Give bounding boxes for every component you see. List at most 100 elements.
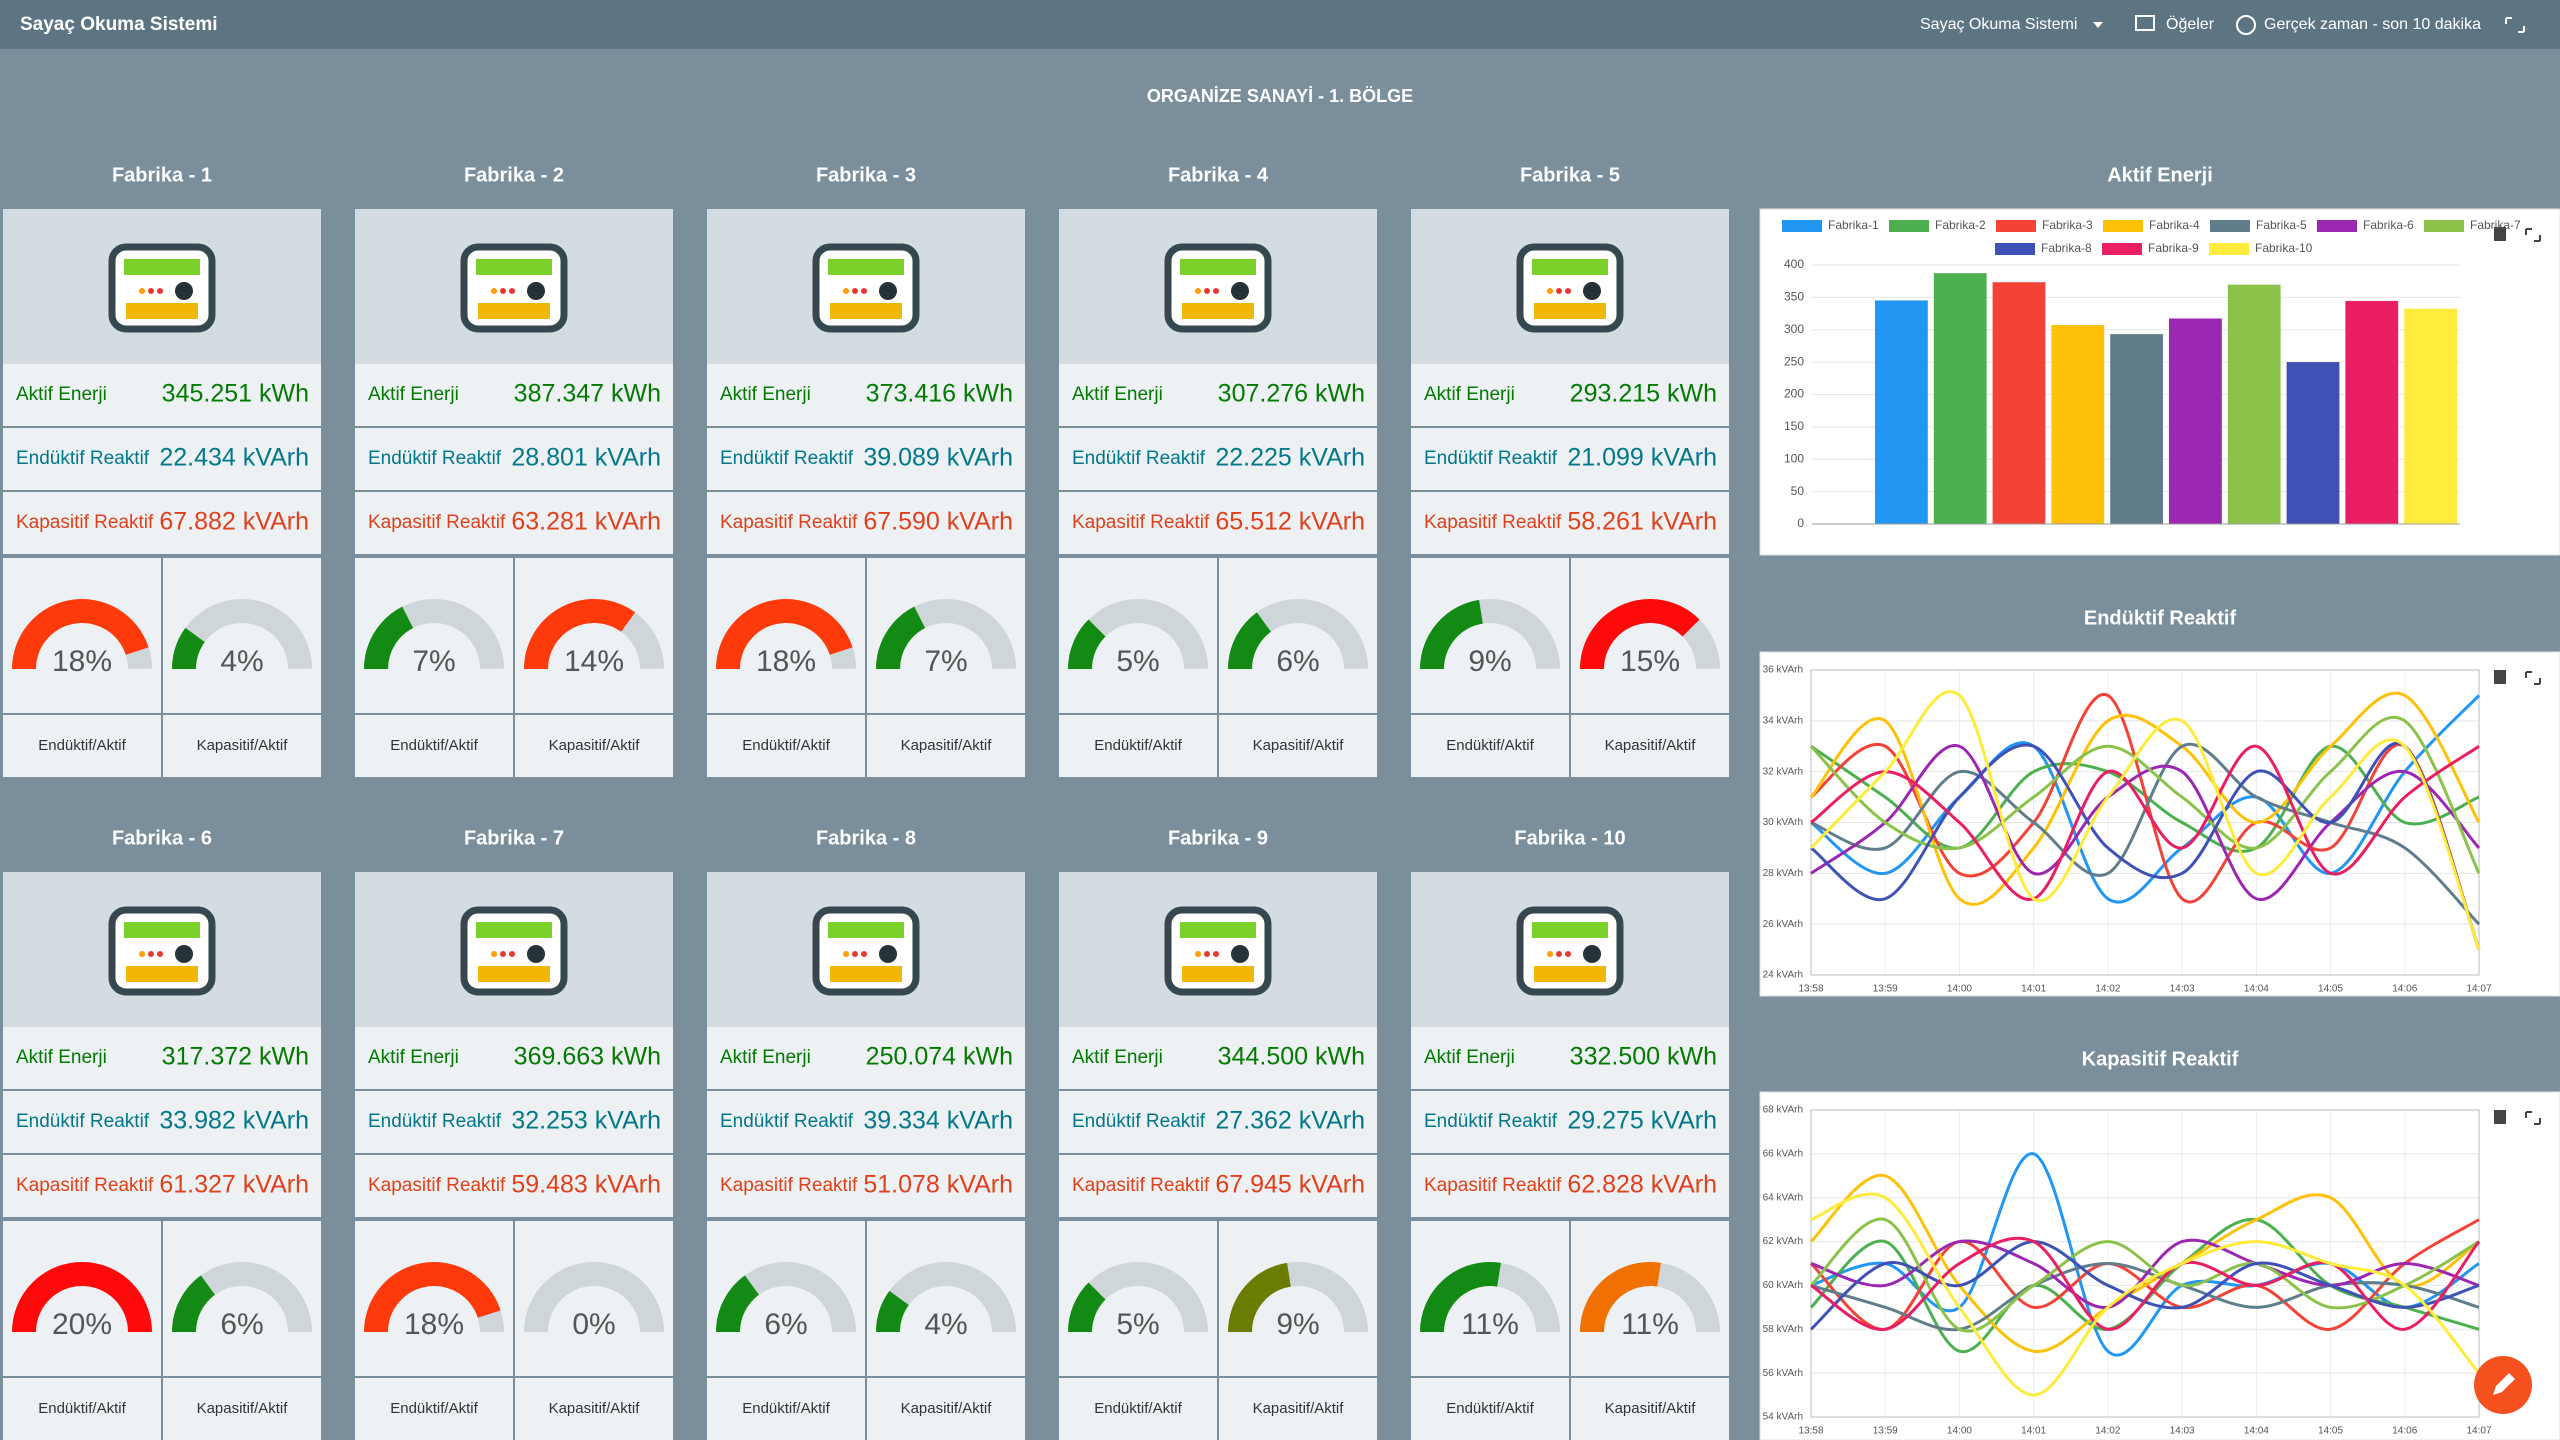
legend-label: Fabrika-3	[2042, 218, 2093, 232]
gauge-arc	[1580, 1262, 1661, 1333]
edit-icon[interactable]	[2493, 1373, 2515, 1395]
series-line	[1810, 744, 2480, 901]
y-tick-label: 64 kVArh	[1763, 1192, 1803, 1203]
meter-icon-led	[1204, 951, 1210, 957]
y-tick-label: 400	[1784, 257, 1804, 271]
meter-icon-terminals	[830, 303, 902, 319]
bar	[2345, 300, 2399, 524]
export-icon	[2494, 1110, 2506, 1124]
items-button[interactable]: Öğeler	[2166, 15, 2215, 33]
y-tick-label: 100	[1784, 451, 1804, 465]
gauge-caption: Kapasitif/Aktif	[197, 1400, 289, 1417]
card-title: Fabrika - 10	[1514, 827, 1625, 849]
card-title: Fabrika - 5	[1520, 164, 1620, 186]
gauge-arc	[1580, 599, 1700, 670]
meter-icon-knob	[175, 945, 193, 963]
top-bar	[0, 0, 2560, 49]
metric-label: Kapasitif Reaktif	[720, 512, 858, 533]
gauge-caption-panel	[355, 715, 513, 777]
gauge-value: 14%	[564, 645, 624, 678]
x-tick-label: 14:03	[2170, 1426, 2195, 1437]
metric-value: 51.078 kVArh	[863, 1171, 1013, 1199]
gauge-value: 18%	[404, 1308, 464, 1341]
clock-icon[interactable]	[2236, 15, 2256, 35]
dropdown-caret[interactable]	[2093, 22, 2103, 28]
card-title: Fabrika - 9	[1168, 827, 1268, 849]
gauge-caption: Endüktif/Aktif	[390, 737, 478, 754]
gauge-value: 5%	[1116, 645, 1159, 678]
meter-icon-knob	[1583, 282, 1601, 300]
x-tick-label: 14:05	[2318, 1426, 2343, 1437]
meter-icon-screen	[476, 259, 552, 275]
legend-label: Fabrika-7	[2470, 218, 2521, 232]
series-line	[1810, 744, 2481, 901]
gauge-caption-panel	[3, 715, 161, 777]
meter-icon-led	[1204, 288, 1210, 294]
x-tick-label: 13:58	[1798, 1426, 1823, 1437]
legend-label: Fabrika-2	[1935, 218, 1986, 232]
x-tick-label: 14:04	[2244, 984, 2269, 995]
meter-icon-led	[1547, 951, 1553, 957]
meter-icon-knob	[175, 282, 193, 300]
legend-swatch	[2103, 220, 2143, 232]
gauge-caption-panel	[163, 715, 321, 777]
x-tick-label: 14:07	[2466, 984, 2491, 995]
legend-swatch	[2209, 243, 2249, 255]
gauge-caption-panel	[355, 1378, 513, 1440]
metric-value: 317.372 kWh	[162, 1043, 309, 1071]
meter-icon-terminals	[1534, 966, 1606, 982]
metric-row	[3, 1091, 321, 1153]
fullscreen-icon[interactable]	[2505, 17, 2525, 33]
gauge-arc	[364, 606, 414, 670]
meter-icon-led	[1213, 951, 1219, 957]
series-line	[1810, 741, 2481, 951]
metric-row	[1411, 1091, 1729, 1153]
meter-icon-led	[500, 288, 506, 294]
gauge-arc	[364, 1262, 501, 1333]
meter-icon-terminals	[830, 966, 902, 982]
meter-icon-led	[1565, 951, 1571, 957]
gauge-arc	[716, 599, 853, 670]
meter-icon-led	[843, 288, 849, 294]
y-tick-label: 200	[1784, 387, 1804, 401]
dashboard-picker[interactable]: Sayaç Okuma Sistemi	[1920, 16, 2077, 33]
metric-label: Aktif Enerji	[1072, 384, 1163, 405]
card-title: Fabrika - 4	[1168, 164, 1269, 186]
gauge-caption: Endüktif/Aktif	[1446, 1400, 1534, 1417]
metric-row	[707, 1027, 1025, 1089]
x-tick-label: 14:00	[1947, 1426, 1972, 1437]
gauge-value: 6%	[764, 1308, 807, 1341]
y-tick-label: 34 kVArh	[1763, 715, 1803, 726]
meter-icon-led	[1565, 288, 1571, 294]
x-tick-label: 14:01	[2021, 984, 2046, 995]
meter-icon-led	[148, 288, 154, 294]
series-line	[1810, 1152, 2480, 1357]
card-title: Fabrika - 6	[112, 827, 212, 849]
chart-title: Endüktif Reaktif	[2084, 607, 2237, 629]
x-tick-label: 14:04	[2244, 1426, 2269, 1437]
y-tick-label: 150	[1784, 419, 1804, 433]
metric-label: Aktif Enerji	[1072, 1047, 1163, 1068]
export-icon	[2494, 227, 2506, 241]
series-line	[1810, 1261, 2480, 1332]
metric-row	[1059, 492, 1377, 554]
x-tick-label: 14:07	[2466, 1426, 2491, 1437]
meter-icon-terminals	[1534, 303, 1606, 319]
metric-row	[355, 1027, 673, 1089]
gauge-caption: Kapasitif/Aktif	[197, 737, 289, 754]
metric-row	[3, 1155, 321, 1217]
x-tick-label: 13:59	[1873, 984, 1898, 995]
meter-icon-knob	[879, 282, 897, 300]
time-range[interactable]: Gerçek zaman - son 10 dakika	[2264, 16, 2481, 33]
meter-icon-led	[139, 288, 145, 294]
expand-icon	[2525, 1111, 2541, 1125]
edit-button[interactable]	[2474, 1356, 2532, 1414]
gauge-caption-panel	[163, 1378, 321, 1440]
meter-icon-led	[852, 951, 858, 957]
y-tick-label: 350	[1784, 290, 1804, 304]
x-tick-label: 13:58	[1798, 984, 1823, 995]
gauge-arc	[12, 599, 149, 670]
series-line	[1809, 1217, 2480, 1354]
items-icon[interactable]	[2135, 15, 2155, 31]
